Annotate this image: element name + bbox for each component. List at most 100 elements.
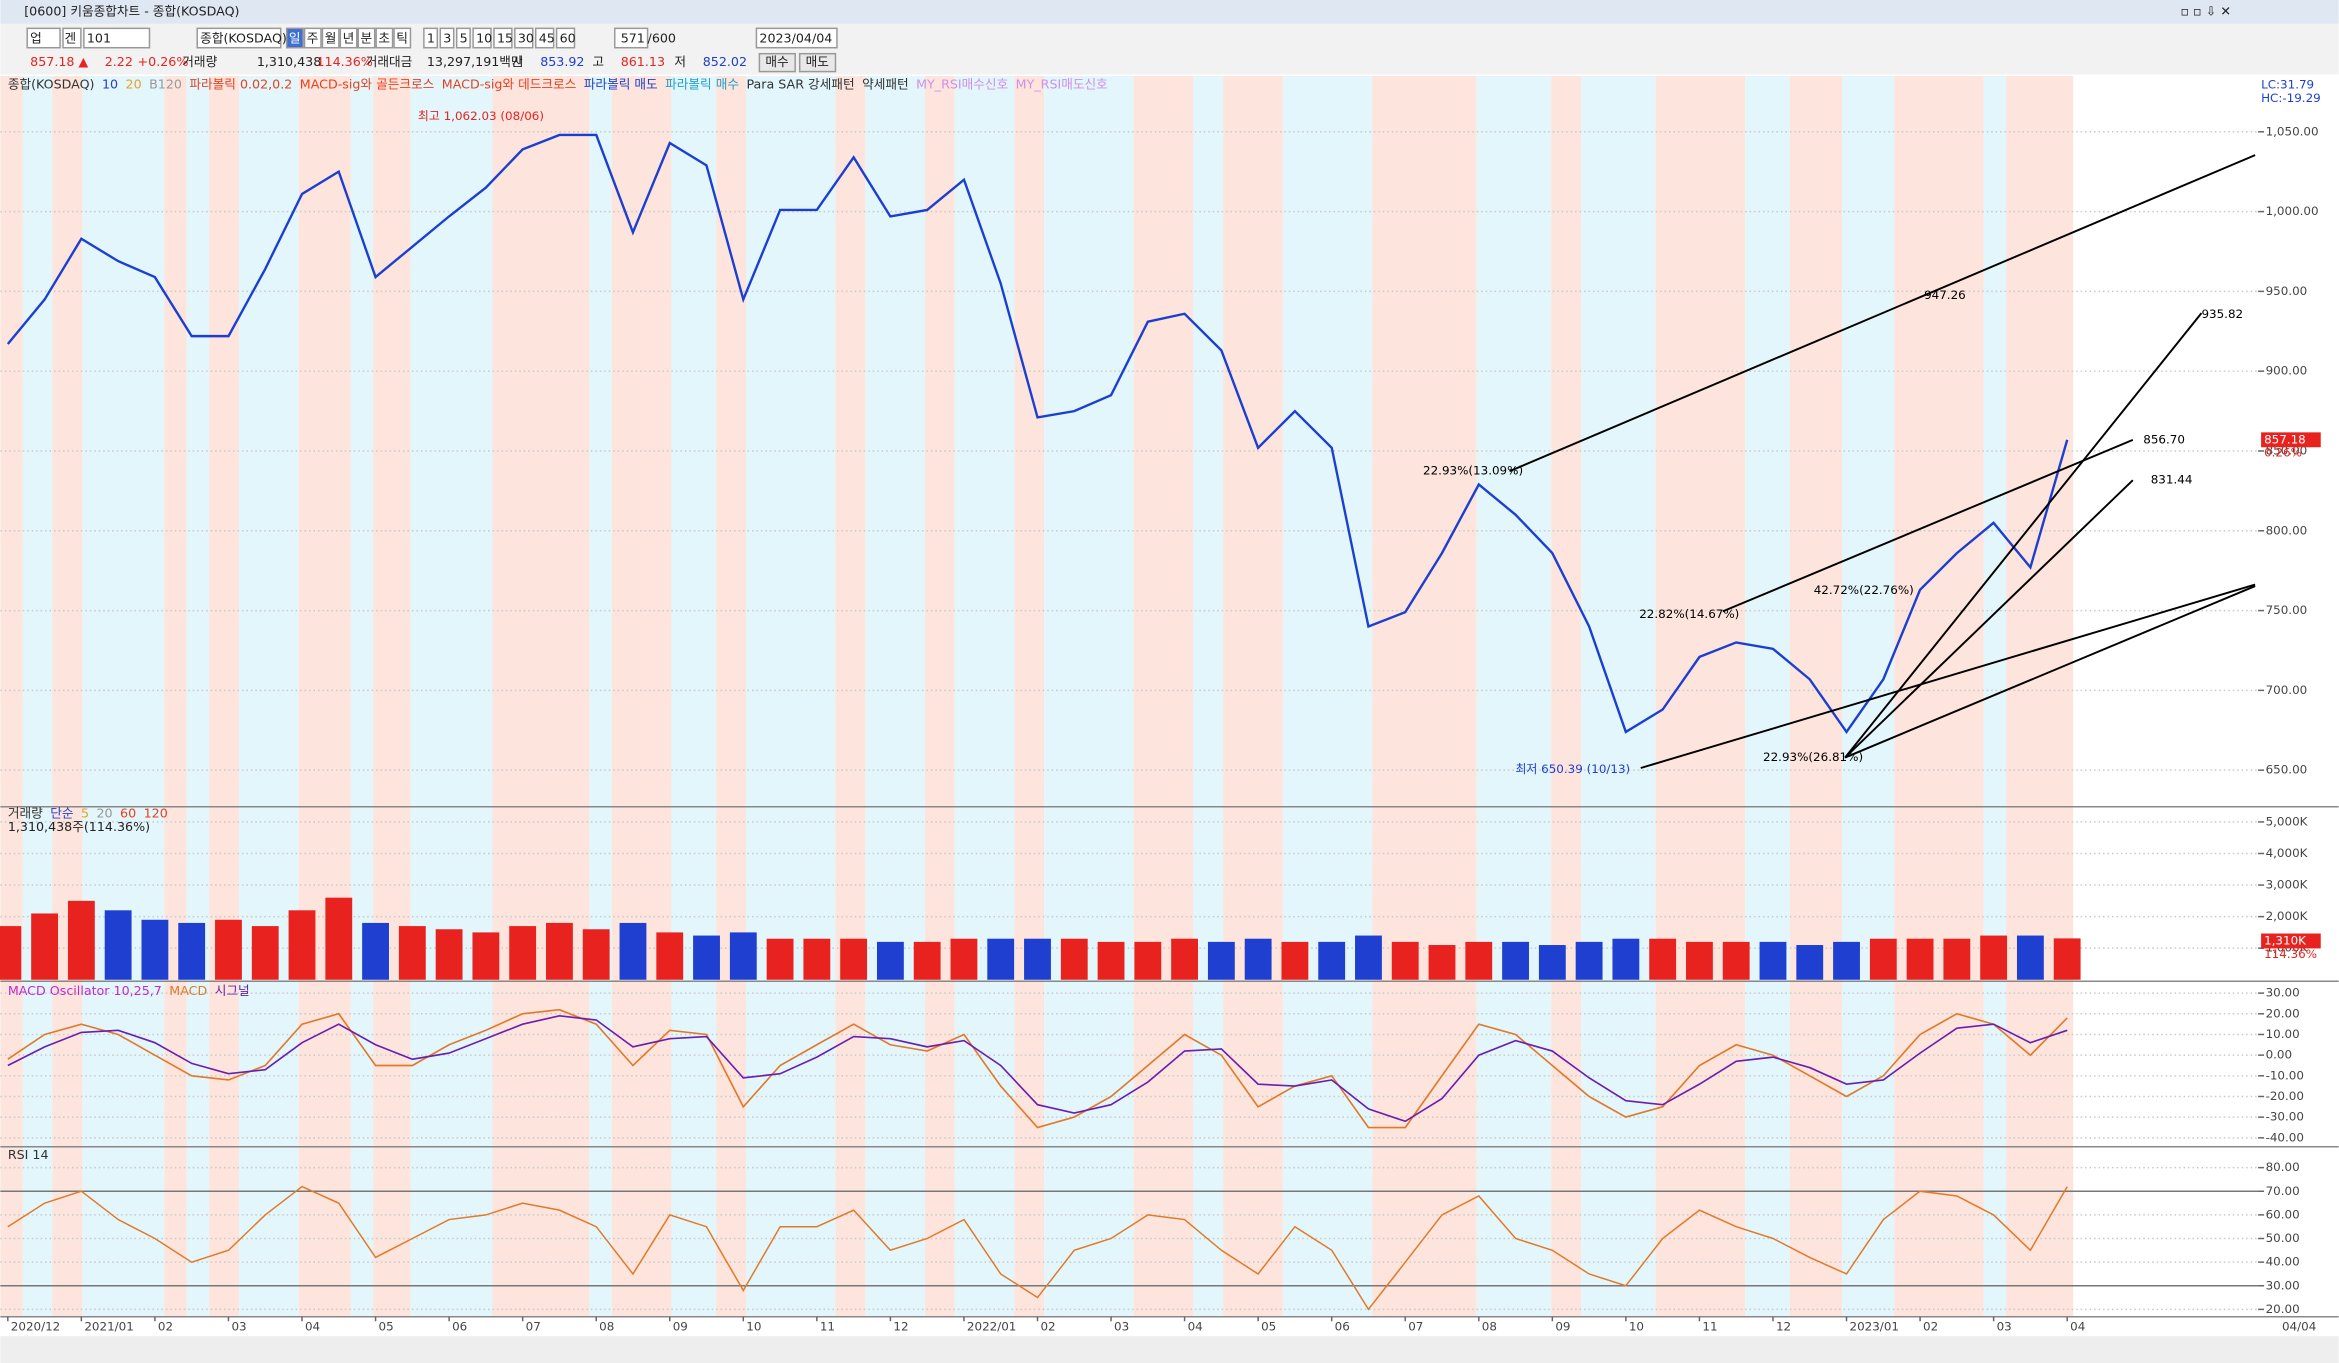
x-tick-label: 04 (305, 1320, 320, 1334)
period-label: 주 (307, 30, 319, 45)
legend-item: 파라볼릭 매수 (665, 77, 739, 92)
volume-bar (1391, 941, 1419, 980)
period-button[interactable] (393, 27, 412, 49)
period-label: 월 (325, 30, 337, 45)
volume-bar (950, 938, 978, 980)
open: 853.92 (540, 54, 584, 69)
name-field[interactable] (196, 27, 282, 49)
volume-label: 거래량 (182, 54, 217, 69)
signal-band (2006, 76, 2074, 1317)
volume-bar (987, 938, 1015, 980)
signal-band (164, 76, 187, 1317)
signal-band (924, 76, 955, 1317)
volume-bar (0, 926, 22, 980)
y-tick-label: 60.00 (2266, 1207, 2300, 1221)
count-field[interactable] (614, 27, 649, 49)
signal-band (1551, 76, 1582, 1317)
x-tick-label: 05 (1261, 1320, 1276, 1334)
interval-button[interactable] (455, 27, 471, 49)
signal-band (492, 76, 590, 1317)
scrollbar[interactable] (0, 1336, 2339, 1363)
volume-bar (1207, 941, 1235, 980)
legend-item: 20 (126, 77, 142, 92)
amount-label: 거래대금 (366, 54, 413, 69)
interval-button[interactable] (555, 27, 576, 49)
legend-title: MACD Oscillator 10,25,7 (8, 983, 162, 998)
legend-item: MY_RSI매수신호 (916, 77, 1008, 92)
low-label: 저 (674, 54, 686, 69)
window-buttons[interactable]: ▫ ▫ ⇩ ✕ (2181, 3, 2231, 18)
x-tick-label: 05 (379, 1320, 394, 1334)
volume-bar (362, 922, 389, 980)
legend-item: 5 (81, 806, 89, 821)
signal-band (0, 76, 23, 1317)
volume-bar (546, 922, 573, 980)
signal-band (1282, 76, 1373, 1317)
period-button[interactable] (357, 27, 376, 49)
trend-line (1844, 479, 2134, 759)
signal-band (954, 76, 1015, 1317)
series-line (6, 133, 2069, 734)
signal-band (209, 76, 239, 1317)
interval-button[interactable] (472, 27, 492, 49)
legend-summary: 1,310,438주(114.36%) (8, 819, 150, 834)
x-tick-label: 07 (526, 1320, 541, 1334)
right-label: HC:-19.29 (2261, 91, 2321, 105)
x-tick-label: 2022/01 (967, 1320, 1016, 1334)
volume-bar (1575, 941, 1603, 980)
signal-band (835, 76, 866, 1317)
y-tick-label: 5,000K (2266, 814, 2309, 828)
annotation: 최고 1,062.03 (08/06) (418, 109, 544, 123)
volume-bar (435, 929, 463, 980)
x-tick-label: 12 (1776, 1320, 1791, 1334)
period-button[interactable] (375, 27, 394, 49)
interval-label: 60 (560, 30, 576, 45)
mode-select[interactable] (62, 27, 82, 49)
volume-bar (1428, 945, 1456, 980)
signal-band (298, 76, 351, 1317)
interval-label: 45 (539, 30, 555, 45)
legend-item: 파라볼릭 매도 (584, 77, 658, 92)
interval-button[interactable] (493, 27, 513, 49)
signal-band (238, 76, 299, 1317)
volume-bar (1869, 938, 1897, 980)
interval-button[interactable] (439, 27, 455, 49)
signal-band (1842, 76, 1895, 1317)
market-select[interactable] (26, 27, 61, 49)
volume-bar (582, 929, 610, 980)
x-tick-label: 12 (893, 1320, 908, 1334)
x-tick-label: 07 (1408, 1320, 1423, 1334)
y-tick-label: 700.00 (2266, 683, 2308, 697)
date-field[interactable] (755, 27, 838, 49)
period-button[interactable] (339, 27, 358, 49)
legend-item: MY_RSI매도신호 (1016, 77, 1108, 92)
interval-button[interactable] (534, 27, 555, 49)
annotation: 42.72%(22.76%) (1814, 583, 1914, 597)
sell-button[interactable] (798, 52, 837, 73)
volume-bar (104, 910, 132, 980)
period-button[interactable] (321, 27, 340, 49)
legend-item: MACD (169, 983, 207, 998)
period-button[interactable] (285, 27, 304, 49)
interval-button[interactable] (514, 27, 534, 49)
period-button[interactable] (303, 27, 322, 49)
volume-bar (1502, 941, 1529, 980)
code: 101 (87, 30, 111, 45)
volume-bar (325, 897, 353, 980)
interval-button[interactable] (423, 27, 439, 49)
legend-item: MACD-sig와 데드크로스 (442, 77, 577, 92)
trend-line (1722, 439, 2134, 613)
signal-band (1581, 76, 1656, 1317)
y-tick-label: 20.00 (2266, 1302, 2300, 1316)
volume-bar (1538, 945, 1566, 980)
signal-band (350, 76, 374, 1317)
open-label: 시 (512, 54, 524, 69)
y-tick-label: 80.00 (2266, 1160, 2300, 1174)
code-input[interactable] (83, 27, 151, 49)
trend-line (1509, 154, 2256, 473)
x-tick-label: 04 (2070, 1320, 2085, 1334)
x-tick-label: 09 (673, 1320, 688, 1334)
buy-button[interactable] (758, 52, 796, 73)
legend-item: Para SAR 강세패턴 (746, 77, 854, 92)
y-tick-label: 1,000.00 (2266, 204, 2319, 218)
